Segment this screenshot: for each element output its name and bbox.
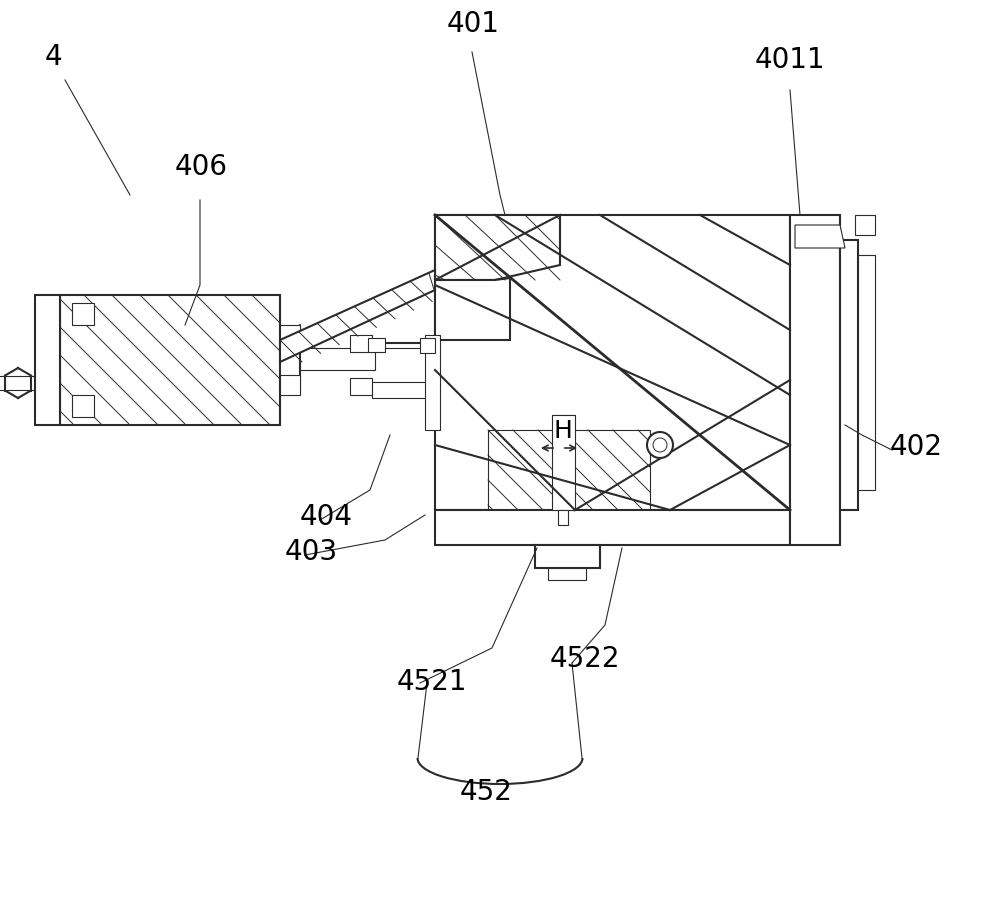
Text: 4011: 4011 bbox=[755, 46, 826, 74]
Text: 402: 402 bbox=[890, 433, 943, 461]
Polygon shape bbox=[350, 378, 372, 395]
Polygon shape bbox=[552, 415, 575, 510]
Polygon shape bbox=[60, 295, 280, 425]
Text: H: H bbox=[553, 419, 572, 443]
Polygon shape bbox=[855, 215, 875, 235]
Text: 404: 404 bbox=[300, 503, 353, 531]
Circle shape bbox=[653, 438, 667, 452]
Text: 403: 403 bbox=[285, 538, 338, 566]
Polygon shape bbox=[35, 295, 60, 425]
Polygon shape bbox=[300, 348, 375, 370]
Polygon shape bbox=[858, 255, 875, 490]
Polygon shape bbox=[435, 278, 510, 340]
Text: 406: 406 bbox=[175, 153, 228, 181]
Polygon shape bbox=[280, 270, 435, 362]
Text: 4521: 4521 bbox=[397, 668, 468, 696]
Polygon shape bbox=[435, 215, 790, 510]
Polygon shape bbox=[280, 375, 300, 395]
Polygon shape bbox=[368, 338, 385, 352]
Polygon shape bbox=[435, 510, 790, 545]
Text: 4522: 4522 bbox=[550, 645, 620, 673]
Text: 4: 4 bbox=[45, 43, 63, 71]
Polygon shape bbox=[350, 335, 372, 352]
Text: 452: 452 bbox=[460, 778, 513, 806]
Polygon shape bbox=[435, 215, 560, 280]
Polygon shape bbox=[795, 225, 845, 248]
Polygon shape bbox=[280, 325, 300, 345]
Text: 401: 401 bbox=[447, 10, 500, 38]
Polygon shape bbox=[558, 510, 568, 525]
Polygon shape bbox=[425, 335, 440, 430]
Polygon shape bbox=[488, 430, 650, 510]
Polygon shape bbox=[72, 395, 94, 417]
Circle shape bbox=[647, 432, 673, 458]
Polygon shape bbox=[72, 303, 94, 325]
Polygon shape bbox=[535, 545, 600, 568]
Polygon shape bbox=[420, 338, 435, 353]
Polygon shape bbox=[840, 240, 858, 510]
Polygon shape bbox=[548, 568, 586, 580]
Polygon shape bbox=[790, 215, 840, 545]
Polygon shape bbox=[372, 382, 437, 398]
